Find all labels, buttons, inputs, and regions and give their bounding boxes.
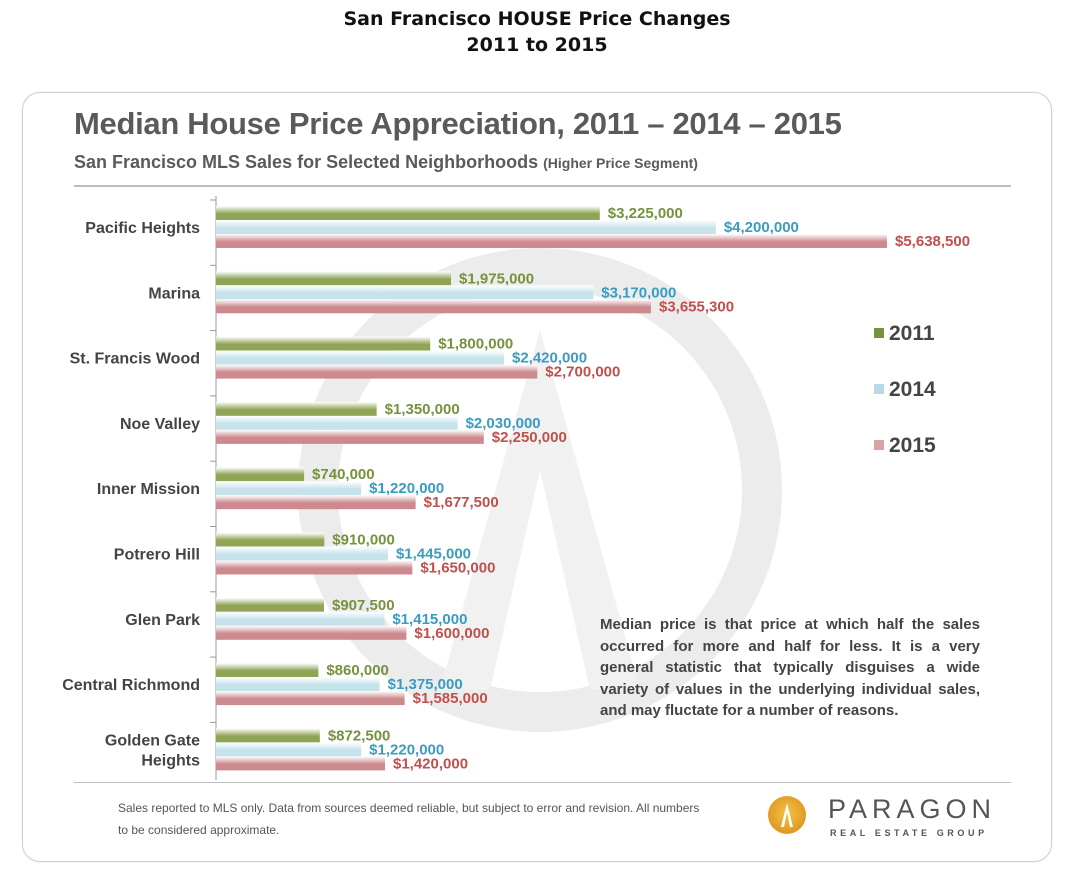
legend-label-2011: 2011 [889, 322, 935, 345]
category-label: Pacific Heights [85, 220, 200, 237]
bar-2011 [216, 206, 600, 220]
data-label-2014: $3,170,000 [601, 284, 676, 301]
bar-2015 [216, 560, 413, 575]
legend-item-2014: 2014 [874, 378, 936, 402]
bar-2014 [216, 220, 716, 234]
bar-2014 [216, 481, 362, 496]
data-label-2014: $4,200,000 [724, 219, 799, 236]
category-label: Noe Valley [120, 416, 200, 433]
data-label-2014: $2,420,000 [512, 350, 587, 367]
page-title-line-1: San Francisco HOUSE Price Changes [343, 8, 731, 30]
legend-label-2015: 2015 [889, 434, 936, 457]
logo-emblem-icon [768, 796, 806, 834]
bar-2011 [216, 532, 325, 547]
footnote: Sales reported to MLS only. Data from so… [118, 801, 700, 837]
category-label: Inner Mission [97, 481, 200, 498]
data-label-2011: $1,800,000 [438, 336, 513, 353]
legend-item-2015: 2015 [874, 434, 936, 458]
data-label-2011: $860,000 [326, 662, 389, 679]
data-label-2011: $907,500 [332, 597, 395, 614]
page-title-line-2: 2011 to 2015 [466, 34, 608, 56]
legend-swatch-2014 [874, 384, 884, 394]
legend-item-2011: 2011 [874, 322, 935, 346]
header-rule [74, 185, 1011, 187]
data-label-2015: $1,600,000 [414, 625, 489, 642]
data-label-2015: $1,420,000 [393, 755, 468, 772]
data-label-2014: $2,030,000 [466, 415, 541, 432]
data-label-2014: $1,220,000 [369, 480, 444, 497]
chart-subtitle-note: (Higher Price Segment) [543, 155, 698, 171]
paragon-logo: PARAGON REAL ESTATE GROUP [768, 794, 1018, 844]
bar-2011 [216, 271, 452, 286]
bar-2014 [216, 350, 504, 365]
bar-2015 [216, 756, 385, 771]
logo-tagline: REAL ESTATE GROUP [830, 828, 988, 838]
logo-name: PARAGON [828, 794, 997, 824]
data-label-2011: $910,000 [332, 532, 395, 549]
data-label-2011: $740,000 [312, 466, 375, 483]
bar-2014 [216, 285, 594, 300]
data-label-2014: $1,220,000 [369, 741, 444, 758]
footer-rule [74, 782, 1011, 783]
legend-swatch-2011 [874, 328, 884, 338]
legend-label-2014: 2014 [889, 378, 936, 401]
bar-2015 [216, 625, 407, 640]
chart-subtitle-main: San Francisco MLS Sales for Selected Nei… [74, 152, 539, 172]
data-label-2015: $1,677,500 [424, 494, 499, 511]
data-label-2015: $1,585,000 [413, 690, 488, 707]
bar-2014 [216, 742, 362, 757]
data-label-2011: $872,500 [328, 727, 391, 744]
data-label-2014: $1,375,000 [388, 676, 463, 693]
watermark-mark [440, 330, 640, 690]
data-label-2011: $1,350,000 [385, 401, 460, 418]
category-label: Central Richmond [62, 677, 200, 694]
bar-2011 [216, 728, 320, 743]
category-label: St. Francis Wood [70, 351, 200, 368]
data-label-2015: $3,655,300 [659, 298, 734, 315]
bar-2011 [216, 663, 319, 678]
chart-subtitle: San Francisco MLS Sales for Selected Nei… [74, 152, 698, 173]
bar-2011 [216, 467, 305, 482]
category-label: Golden Gate [105, 732, 200, 749]
data-label-2015: $2,250,000 [492, 429, 567, 446]
bar-2015 [216, 364, 538, 379]
category-label: Glen Park [125, 612, 200, 629]
bar-2014 [216, 611, 385, 626]
data-label-2015: $5,638,500 [895, 233, 970, 250]
data-label-2014: $1,415,000 [392, 611, 467, 628]
bar-2011 [216, 401, 377, 416]
bar-2011 [216, 336, 431, 351]
bar-2014 [216, 415, 458, 430]
bar-2015 [216, 691, 405, 706]
category-label: Heights [141, 752, 200, 769]
category-label: Potrero Hill [114, 547, 200, 564]
data-label-2014: $1,445,000 [396, 546, 471, 563]
data-label-2015: $2,700,000 [545, 364, 620, 381]
data-label-2011: $3,225,000 [608, 205, 683, 222]
bar-2011 [216, 597, 324, 612]
data-label-2011: $1,975,000 [459, 270, 534, 287]
chart-title: Median House Price Appreciation, 2011 – … [74, 106, 842, 141]
data-label-2015: $1,650,000 [420, 560, 495, 577]
bar-2014 [216, 546, 388, 561]
bar-2015 [216, 429, 484, 444]
category-label: Marina [148, 285, 200, 302]
legend-swatch-2015 [874, 440, 884, 450]
bar-2015 [216, 495, 416, 510]
bar-2014 [216, 677, 380, 692]
bar-2015 [216, 299, 651, 314]
median-note: Median price is that price at which half… [600, 616, 980, 719]
bar-2015 [216, 234, 887, 248]
